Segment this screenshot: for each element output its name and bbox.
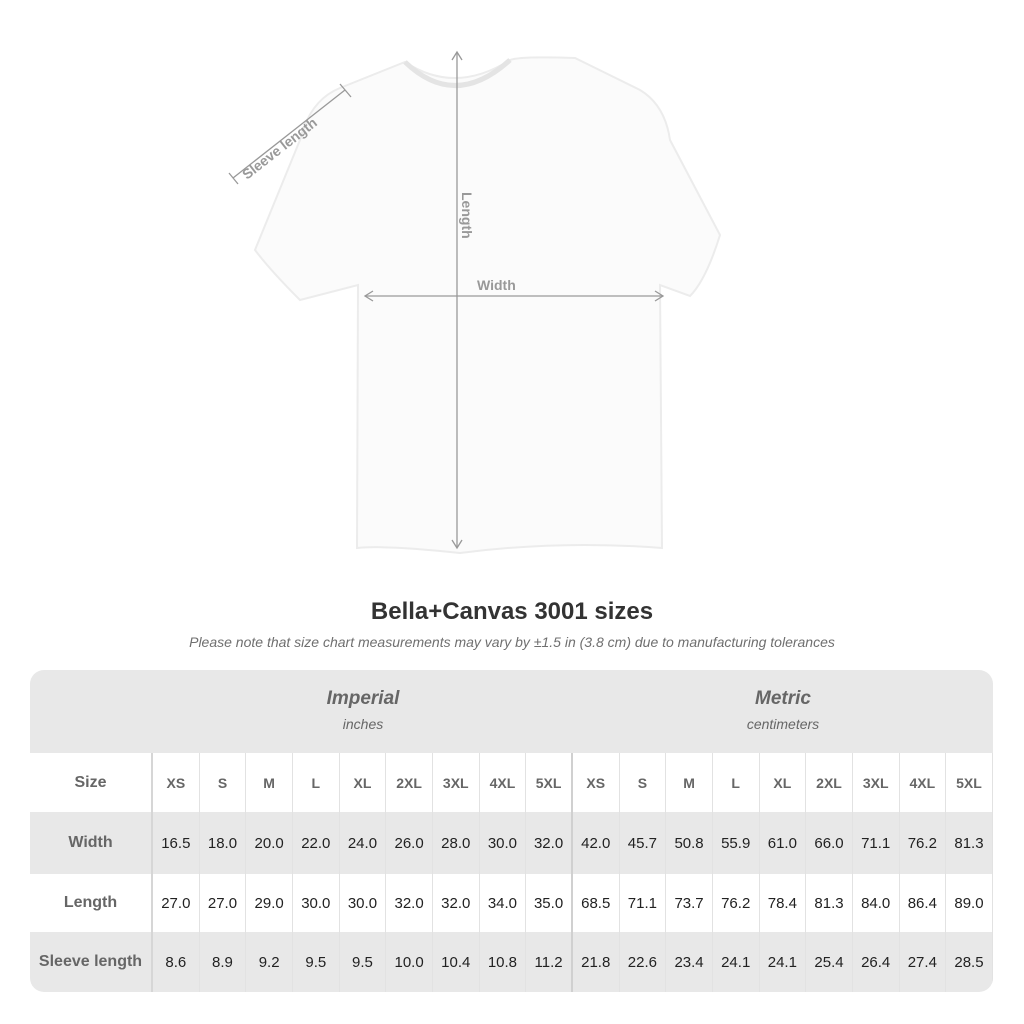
row-label: Width xyxy=(30,812,153,874)
group-unit: inches xyxy=(342,716,384,732)
table-cell: 73.7 xyxy=(666,874,713,932)
table-cell: 18.0 xyxy=(200,812,247,874)
table-cell: 9.5 xyxy=(340,932,387,992)
collar xyxy=(403,58,512,88)
table-cell: 8.6 xyxy=(153,932,200,992)
size-header-cell: 4XL xyxy=(480,753,527,812)
table-cell: 89.0 xyxy=(946,874,993,932)
table-cell: 71.1 xyxy=(620,874,667,932)
table-cell: 81.3 xyxy=(806,874,853,932)
tshirt-diagram: Sleeve length Length Width xyxy=(228,50,722,555)
size-header-cell: 3XL xyxy=(433,753,480,812)
group-unit: centimeters xyxy=(746,716,820,732)
table-cell: 71.1 xyxy=(853,812,900,874)
table-row: Length 27.0 27.0 29.0 30.0 30.0 32.0 32.0 34.0 35… xyxy=(30,874,993,932)
table-cell: 29.0 xyxy=(246,874,293,932)
table-cell: 28.0 xyxy=(433,812,480,874)
table-cell: 25.4 xyxy=(806,932,853,992)
table-cell: 26.4 xyxy=(853,932,900,992)
row-label: Size xyxy=(30,753,153,812)
table-cell: 21.8 xyxy=(573,932,620,992)
table-cell: 20.0 xyxy=(246,812,293,874)
table-row: Sleeve length 8.6 8.9 9.2 9.5 9.5 10.0 10.4 10.8… xyxy=(30,932,993,992)
table-cell: 61.0 xyxy=(760,812,807,874)
table-cell: 76.2 xyxy=(713,874,760,932)
table-cell: 24.0 xyxy=(340,812,387,874)
imperial-group: Imperial inches xyxy=(153,688,573,732)
row-label: Sleeve length xyxy=(30,932,153,992)
group-name: Imperial xyxy=(326,688,400,709)
size-header-cell: L xyxy=(293,753,340,812)
table-cell: 23.4 xyxy=(666,932,713,992)
size-header-cell: M xyxy=(246,753,293,812)
table-cell: 27.0 xyxy=(153,874,200,932)
size-header-cell: S xyxy=(620,753,667,812)
table-cell: 10.0 xyxy=(386,932,433,992)
width-label: Width xyxy=(477,277,516,293)
table-cell: 55.9 xyxy=(713,812,760,874)
table-header: Imperial inches Metric centimeters xyxy=(30,670,993,753)
table-cell: 24.1 xyxy=(713,932,760,992)
table-cell: 11.2 xyxy=(526,932,573,992)
tolerance-note: Please note that size chart measurements… xyxy=(189,634,835,650)
size-header-cell: 3XL xyxy=(853,753,900,812)
tshirt-shape xyxy=(253,56,722,555)
table-cell: 10.4 xyxy=(433,932,480,992)
table-cell: 78.4 xyxy=(760,874,807,932)
table-cell: 27.4 xyxy=(900,932,947,992)
table-cell: 28.5 xyxy=(946,932,993,992)
row-label: Length xyxy=(30,874,153,932)
size-header-row: Size XS S M L XL 2XL 3XL 4XL 5XL XS S M L XL 2XL 3XL 4XL 5… xyxy=(30,753,993,812)
table-cell: 22.6 xyxy=(620,932,667,992)
table-cell: 45.7 xyxy=(620,812,667,874)
table-cell: 30.0 xyxy=(340,874,387,932)
size-header-cell: XL xyxy=(340,753,387,812)
size-header-cell: XS xyxy=(573,753,620,812)
table-cell: 32.0 xyxy=(386,874,433,932)
table-cell: 84.0 xyxy=(853,874,900,932)
table-cell: 86.4 xyxy=(900,874,947,932)
table-cell: 26.0 xyxy=(386,812,433,874)
table-cell: 66.0 xyxy=(806,812,853,874)
table-row: Width 16.5 18.0 20.0 22.0 24.0 26.0 28.0 30.0 32.… xyxy=(30,812,993,874)
table-cell: 10.8 xyxy=(480,932,527,992)
size-header-cell: 2XL xyxy=(806,753,853,812)
table-cell: 8.9 xyxy=(200,932,247,992)
table-cell: 22.0 xyxy=(293,812,340,874)
size-header-cell: S xyxy=(200,753,247,812)
sleeve-line xyxy=(232,89,346,179)
table-cell: 24.1 xyxy=(760,932,807,992)
metric-group: Metric centimeters xyxy=(573,688,993,732)
table-cell: 30.0 xyxy=(480,812,527,874)
size-header-cell: 5XL xyxy=(526,753,573,812)
size-header-cell: 4XL xyxy=(900,753,947,812)
size-header-cell: 5XL xyxy=(946,753,993,812)
table-cell: 50.8 xyxy=(666,812,713,874)
chart-title: Bella+Canvas 3001 sizes xyxy=(370,598,654,625)
size-header-cell: XS xyxy=(153,753,200,812)
table-cell: 9.5 xyxy=(293,932,340,992)
table-cell: 9.2 xyxy=(246,932,293,992)
table-cell: 76.2 xyxy=(900,812,947,874)
size-header-cell: L xyxy=(713,753,760,812)
size-header-cell: XL xyxy=(760,753,807,812)
table-cell: 27.0 xyxy=(200,874,247,932)
length-label: Length xyxy=(459,192,475,239)
size-table: Imperial inches Metric centimeters Size X… xyxy=(30,670,993,992)
table-cell: 16.5 xyxy=(153,812,200,874)
size-header-cell: M xyxy=(666,753,713,812)
table-cell: 35.0 xyxy=(526,874,573,932)
table-cell: 42.0 xyxy=(573,812,620,874)
table-cell: 68.5 xyxy=(573,874,620,932)
table-cell: 81.3 xyxy=(946,812,993,874)
size-header-cell: 2XL xyxy=(386,753,433,812)
table-cell: 34.0 xyxy=(480,874,527,932)
table-cell: 30.0 xyxy=(293,874,340,932)
group-name: Metric xyxy=(755,688,811,709)
table-cell: 32.0 xyxy=(526,812,573,874)
table-cell: 32.0 xyxy=(433,874,480,932)
